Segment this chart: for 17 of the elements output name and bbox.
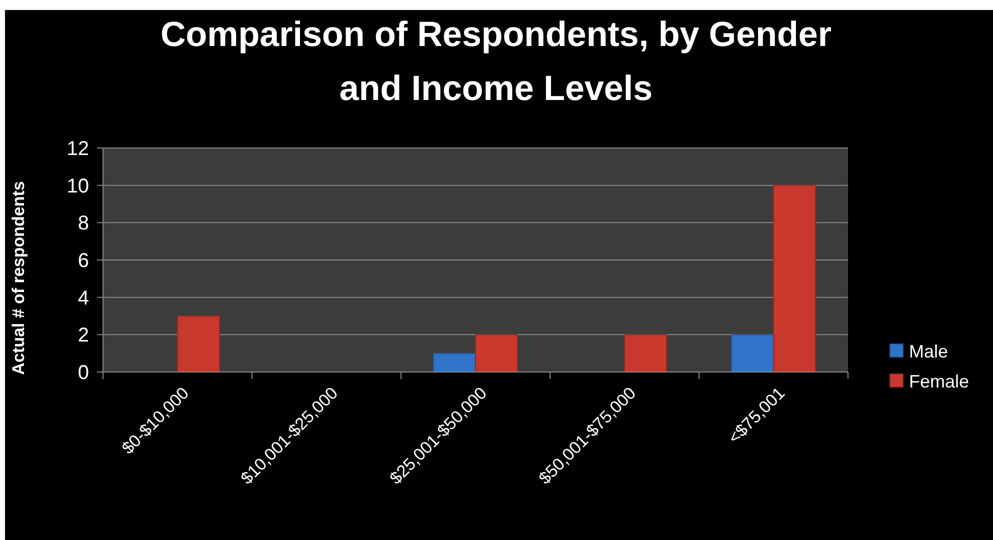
y-tick-label: 12 xyxy=(66,138,89,160)
bar xyxy=(177,316,220,372)
y-tick-label: 2 xyxy=(78,324,89,347)
bar xyxy=(624,334,667,372)
legend-label: Female xyxy=(909,371,970,392)
bar xyxy=(475,334,518,372)
y-tick-label: 10 xyxy=(66,175,89,198)
y-tick-label: 8 xyxy=(78,212,89,235)
y-axis-title: Actual # of respondents xyxy=(9,181,28,375)
y-tick-label: 6 xyxy=(78,250,89,272)
chart-title: Comparison of Respondents, by Gender and Income Levels xyxy=(160,15,832,108)
bar xyxy=(773,184,816,372)
bar xyxy=(731,334,774,372)
legend-label: Male xyxy=(909,341,948,362)
bar xyxy=(433,352,476,372)
y-tick-label: 4 xyxy=(78,287,89,310)
y-tick-label: 0 xyxy=(78,362,89,384)
